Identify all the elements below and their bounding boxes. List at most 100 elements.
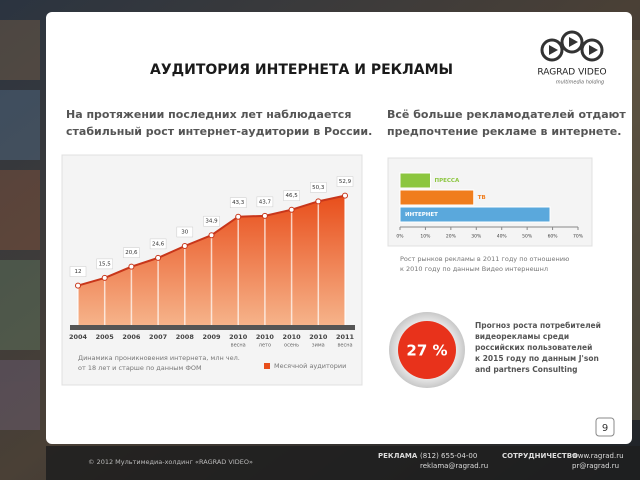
x-tick-label: 2010 [283,333,302,341]
value-label-box [336,176,354,187]
page-number-box [595,417,615,437]
point [208,232,215,239]
coop-site[interactable]: www.ragrad.ru [572,452,624,460]
value-label-box [310,182,327,193]
ads-label: РЕКЛАМА [378,452,418,460]
forecast-line: Прогноз роста потребителей [475,321,601,330]
point [235,213,242,220]
point [155,254,162,261]
value-label: 46,5 [285,193,298,199]
forecast-line: российских пользователей [475,343,592,352]
right-heading: предпочтение рекламе в интернете. [387,125,621,138]
x-tick-label: 2005 [96,333,115,341]
point [315,198,322,205]
chart-note: Динамика проникновения интернета, млн че… [78,354,240,362]
point [261,212,268,219]
bar [399,189,475,206]
logo-sub: multimedia holding [556,80,604,86]
ads-email[interactable]: reklama@ragrad.ru [420,462,488,470]
x-tick-sublabel: зима [312,343,325,349]
x-tick-label: 2010 [309,333,328,341]
copyright: © 2012 Мультимедиа-холдинг «RAGRAD VIDEO… [88,458,253,466]
legend-label: Месячной аудитории [274,362,346,370]
left-heading: На протяжении последних лет наблюдается [66,108,351,121]
x-tick-sublabel: осень [284,343,299,349]
video-wall [0,20,640,430]
right-heading: Всё больше рекламодателей отдают [387,108,626,121]
bar [399,172,432,189]
value-label-box [283,190,300,201]
badge-text: 27 % [406,342,447,360]
bar [399,206,551,223]
logo-text: RAGRAD VIDEO [537,68,606,78]
value-label: 43,7 [259,199,272,205]
value-label: 52,9 [339,179,352,185]
x-tick-label: 2006 [122,333,141,341]
left-heading: стабильный рост интернет-аудитории в Рос… [66,125,372,138]
coop-email[interactable]: pr@ragrad.ru [572,462,619,470]
x-tick-label: 2011 [336,333,355,341]
value-label-box [69,266,87,277]
value-label: 20,6 [125,250,138,256]
legend-swatch [264,363,270,369]
x-tick-label: 40% [497,234,508,240]
x-tick-sublabel: весна [231,343,246,349]
forecast-line: and partners Consulting [475,365,578,374]
x-tick-label: 10% [420,234,431,240]
x-tick-sublabel: лето [259,343,271,349]
x-tick-label: 60% [548,234,559,240]
point [181,243,188,249]
value-label: 24,6 [152,241,165,247]
bar-label: ПРЕССА [435,178,460,184]
x-tick-label: 50% [522,234,533,240]
point [75,282,81,289]
forecast: Прогноз роста потребителей видеорекламы с… [475,321,601,374]
value-label: 34,9 [205,219,218,225]
value-label: 12 [75,269,82,275]
x-tick-label: 2008 [176,333,195,341]
baseline [70,325,355,330]
x-tick-sublabel: весна [337,343,352,349]
point [101,274,108,281]
caption: к 2010 году по данным Видео интернешнл [400,265,548,273]
value-label: 30 [181,230,188,236]
bar-label: ТВ [478,195,486,201]
x-tick-label: 2010 [229,333,248,341]
point [288,206,295,213]
value-label-box [149,238,167,250]
value-label: 50,3 [312,185,325,191]
title: АУДИТОРИЯ ИНТЕРНЕТА И РЕКЛАМЫ [150,62,453,78]
page-number: 9 [602,423,608,434]
x-tick-label: 30% [471,234,482,240]
logo: RAGRAD VIDEO multimedia holding [537,30,607,86]
point [342,192,348,199]
caption: Рост рынков рекламы в 2011 году по отнош… [400,255,570,263]
value-label: 43,3 [232,200,245,206]
value-label-box [96,258,113,270]
x-tick-label: 20% [446,234,457,240]
x-tick-label: 0% [396,234,404,240]
bar-label: ИНТЕРНЕТ [405,212,438,218]
ads-phone: (812) 655-04-00 [420,452,477,460]
value-label-box [176,226,194,238]
value-label-box [123,247,140,258]
bar-chart: 0% 10% 20% 30% 40% 50% 60% 70% ПРЕССА ТВ ИНТЕРНЕТ [396,172,584,240]
coop-label: СОТРУДНИЧЕСТВО [502,452,578,460]
badge [398,321,456,379]
x-tick-label: 70% [573,234,584,240]
x-tick-label: 2007 [149,333,167,341]
value-label-box [229,197,247,208]
x-tick-label: 2004 [69,333,88,341]
point [128,263,135,270]
chart-note: от 18 лет и старше по данным ФОМ [78,364,202,372]
value-label: 15,5 [99,261,112,267]
value-label-box [203,215,220,227]
forecast-line: видеорекламы среди [475,332,569,341]
forecast-line: к 2015 году по данным J'son [475,354,599,363]
area-chart: 12 2004 15,5 2005 20,6 2006 24,6 2007 30 2008 34,9… [69,176,355,349]
x-tick-label: 2009 [202,333,221,341]
footer [46,446,640,480]
value-label-box [256,196,274,208]
x-tick-label: 2010 [256,333,275,341]
